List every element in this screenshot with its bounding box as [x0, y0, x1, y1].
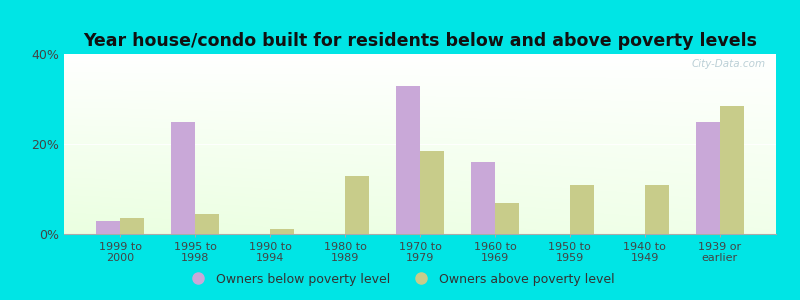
- Bar: [345, 176, 369, 234]
- Bar: [120, 218, 144, 234]
- Legend: Owners below poverty level, Owners above poverty level: Owners below poverty level, Owners above…: [181, 268, 619, 291]
- Bar: [396, 85, 420, 234]
- Bar: [171, 122, 195, 234]
- Bar: [696, 122, 720, 234]
- Text: City-Data.com: City-Data.com: [691, 59, 766, 69]
- Bar: [720, 106, 744, 234]
- Bar: [495, 202, 519, 234]
- Title: Year house/condo built for residents below and above poverty levels: Year house/condo built for residents bel…: [83, 32, 757, 50]
- Bar: [645, 184, 669, 234]
- Bar: [570, 184, 594, 234]
- Bar: [270, 229, 294, 234]
- Bar: [471, 162, 495, 234]
- Bar: [420, 151, 444, 234]
- Bar: [195, 214, 219, 234]
- Bar: [96, 220, 120, 234]
